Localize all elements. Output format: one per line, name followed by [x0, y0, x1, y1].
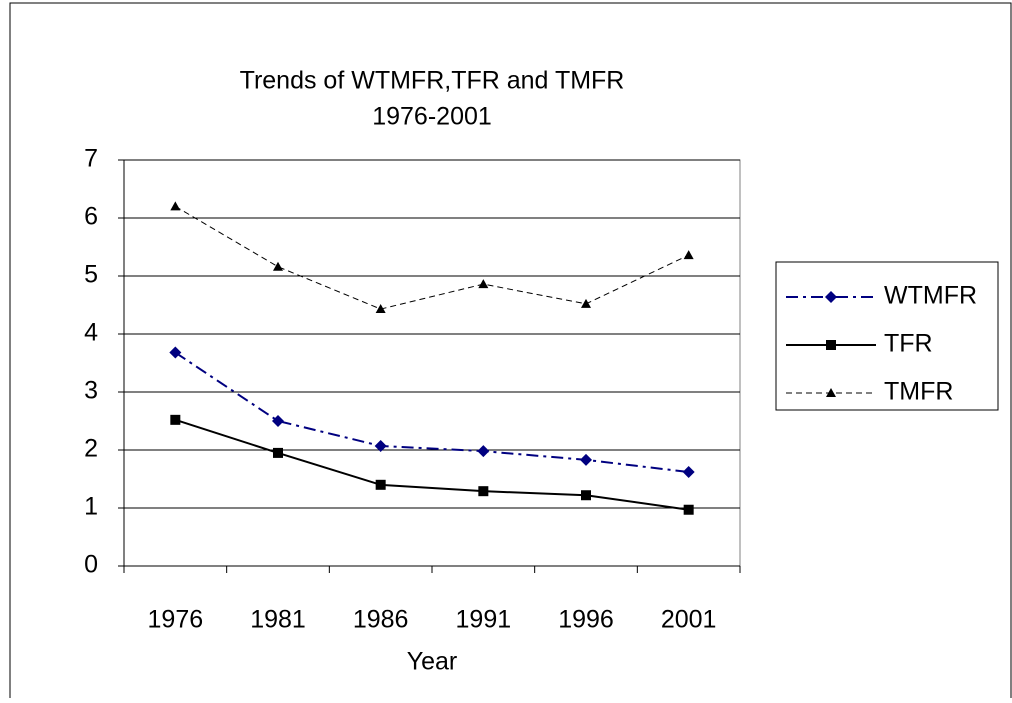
y-tick-label: 5 [84, 261, 98, 289]
chart-title: Trends of WTMFR,TFR and TMFR [240, 67, 625, 95]
series-line [175, 205, 689, 310]
x-tick-label: 1996 [558, 606, 614, 634]
marker [375, 479, 386, 490]
legend-marker [825, 291, 837, 303]
marker [170, 201, 181, 211]
legend-box [775, 261, 999, 411]
y-tick-label: 7 [84, 145, 98, 173]
marker [477, 445, 490, 458]
plot-area [123, 159, 741, 567]
legend-label: WTMFR [884, 282, 977, 310]
marker [273, 447, 283, 458]
marker [682, 466, 695, 479]
marker [273, 261, 283, 271]
marker [581, 298, 591, 308]
marker [169, 346, 182, 359]
legend-label: TFR [884, 330, 933, 358]
series-line [175, 418, 689, 511]
marker [478, 279, 489, 289]
x-tick-label: 1991 [456, 606, 512, 634]
marker [374, 439, 387, 452]
y-tick-label: 1 [84, 493, 98, 521]
y-tick-label: 3 [84, 377, 98, 405]
y-tick-label: 6 [84, 203, 98, 231]
marker [683, 504, 694, 515]
chart-subtitle: 1976-2001 [372, 103, 492, 131]
x-tick-label: 1986 [353, 606, 409, 634]
y-tick-label: 2 [84, 435, 98, 463]
marker [580, 453, 592, 466]
series-line [174, 351, 689, 474]
legend-marker [826, 340, 836, 350]
y-tick-label: 0 [84, 551, 98, 579]
legend-marker [826, 388, 836, 397]
marker [581, 490, 591, 501]
marker [683, 250, 694, 260]
legend-label: TMFR [884, 378, 953, 406]
marker [170, 414, 181, 425]
x-tick-label: 1981 [250, 606, 306, 634]
x-tick-label: 1976 [148, 606, 204, 634]
marker [478, 486, 489, 497]
x-tick-label: 2001 [661, 606, 717, 634]
marker [272, 415, 284, 427]
marker [375, 304, 386, 314]
x-axis-title: Year [407, 648, 458, 676]
y-tick-label: 4 [84, 319, 98, 347]
